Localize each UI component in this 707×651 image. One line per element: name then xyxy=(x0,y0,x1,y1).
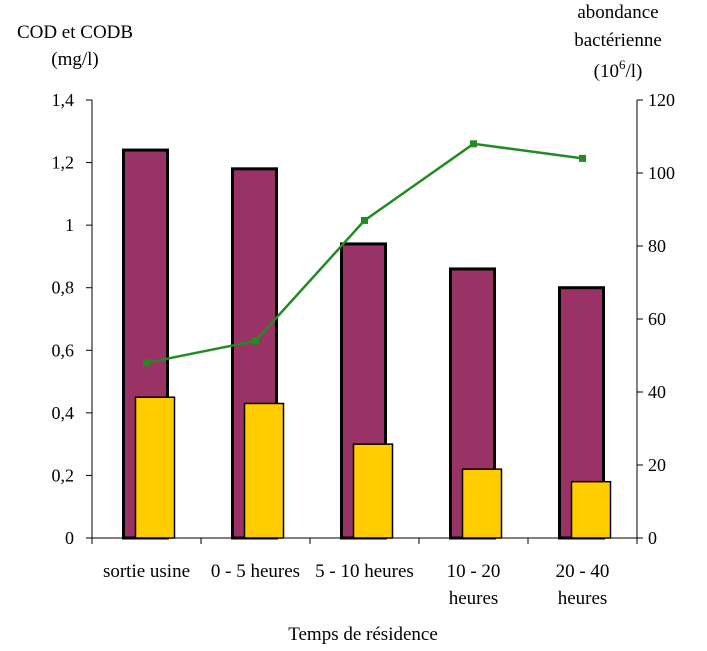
bacteria-point xyxy=(579,154,586,162)
codb-bar xyxy=(134,396,176,539)
x-tick-label: sortie usine xyxy=(103,561,190,582)
right-tick-label: 60 xyxy=(648,309,666,329)
left-tick-label: 1,2 xyxy=(52,153,75,173)
left-tick-label: 0,4 xyxy=(52,403,75,423)
x-tick-label: 20 - 40 xyxy=(556,561,610,582)
tick-label-layer: 0 0,2 0,4 0,6 0,8 1 1,2 1,4 0 20 40 60 80 100 120 sorti… xyxy=(52,90,676,609)
codb-bar xyxy=(461,468,503,539)
right-tick-label: 0 xyxy=(648,528,657,548)
left-tick-label: 0,2 xyxy=(52,465,75,485)
left-tick-label: 0,6 xyxy=(52,340,75,360)
line-layer xyxy=(143,140,586,367)
x-tick-label: heures xyxy=(449,588,499,609)
x-tick-label: 10 - 20 xyxy=(447,561,501,582)
bar-layer xyxy=(122,148,612,540)
left-tick-label: 1,4 xyxy=(52,90,75,110)
bacteria-point xyxy=(361,216,368,224)
codb-bar xyxy=(570,480,612,539)
x-tick-label: 5 - 10 heures xyxy=(315,561,414,582)
right-tick-label: 80 xyxy=(648,236,666,256)
bacteria-point xyxy=(470,140,477,148)
codb-bar xyxy=(243,402,285,539)
left-tick-label: 1 xyxy=(65,215,74,235)
right-axis-title-line1: abondance xyxy=(577,2,658,23)
right-tick-label: 40 xyxy=(648,382,666,402)
right-tick-label: 120 xyxy=(648,90,675,110)
right-axis-title-line2: bactérienne xyxy=(574,30,662,51)
x-axis-title: Temps de résidence xyxy=(288,624,438,645)
codb-bar xyxy=(352,443,394,539)
bacteria-point xyxy=(143,359,150,367)
left-tick-label: 0 xyxy=(65,528,74,548)
bacteria-point xyxy=(252,337,259,345)
right-tick-label: 20 xyxy=(648,455,666,475)
left-axis-title-line2: (mg/l) xyxy=(51,49,99,70)
x-tick-label: heures xyxy=(558,588,608,609)
left-axis-title-line1: COD et CODB xyxy=(17,22,133,43)
axes-layer xyxy=(86,99,643,544)
x-tick-label: 0 - 5 heures xyxy=(211,561,300,582)
left-tick-label: 0,8 xyxy=(52,278,75,298)
right-axis-title-unit: (106/l) xyxy=(594,57,643,82)
right-tick-label: 100 xyxy=(648,163,675,183)
